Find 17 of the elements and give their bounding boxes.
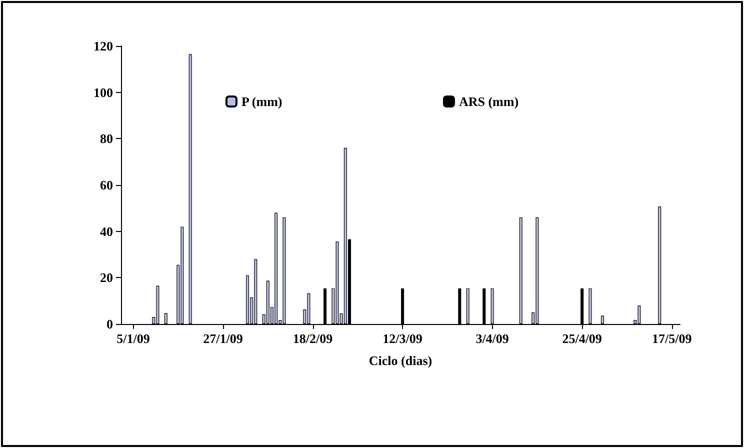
y-tick-label: 60: [100, 178, 113, 192]
x-tick-label: 25/4/09: [562, 331, 602, 346]
legend-label: ARS (mm): [458, 94, 519, 109]
x-axis-title: Ciclo (dias): [368, 353, 432, 368]
x-tick-label: 27/1/09: [203, 331, 244, 346]
x-tick-label: 17/5/09: [652, 331, 692, 346]
x-tick-label: 5/1/09: [116, 331, 150, 346]
x-tick-label: 12/3/09: [382, 331, 423, 346]
x-tick-label: 3/4/09: [476, 331, 510, 346]
y-tick-label: 120: [94, 38, 113, 54]
y-tick-label: 0: [106, 316, 113, 332]
y-tick-label: 100: [94, 84, 113, 100]
y-tick-label: 20: [100, 270, 113, 286]
y-tick-label: 80: [100, 131, 113, 146]
x-tick-label: 18/2/09: [292, 331, 334, 346]
y-tick-label: 40: [100, 224, 113, 239]
legend-label: P (mm): [241, 94, 282, 109]
